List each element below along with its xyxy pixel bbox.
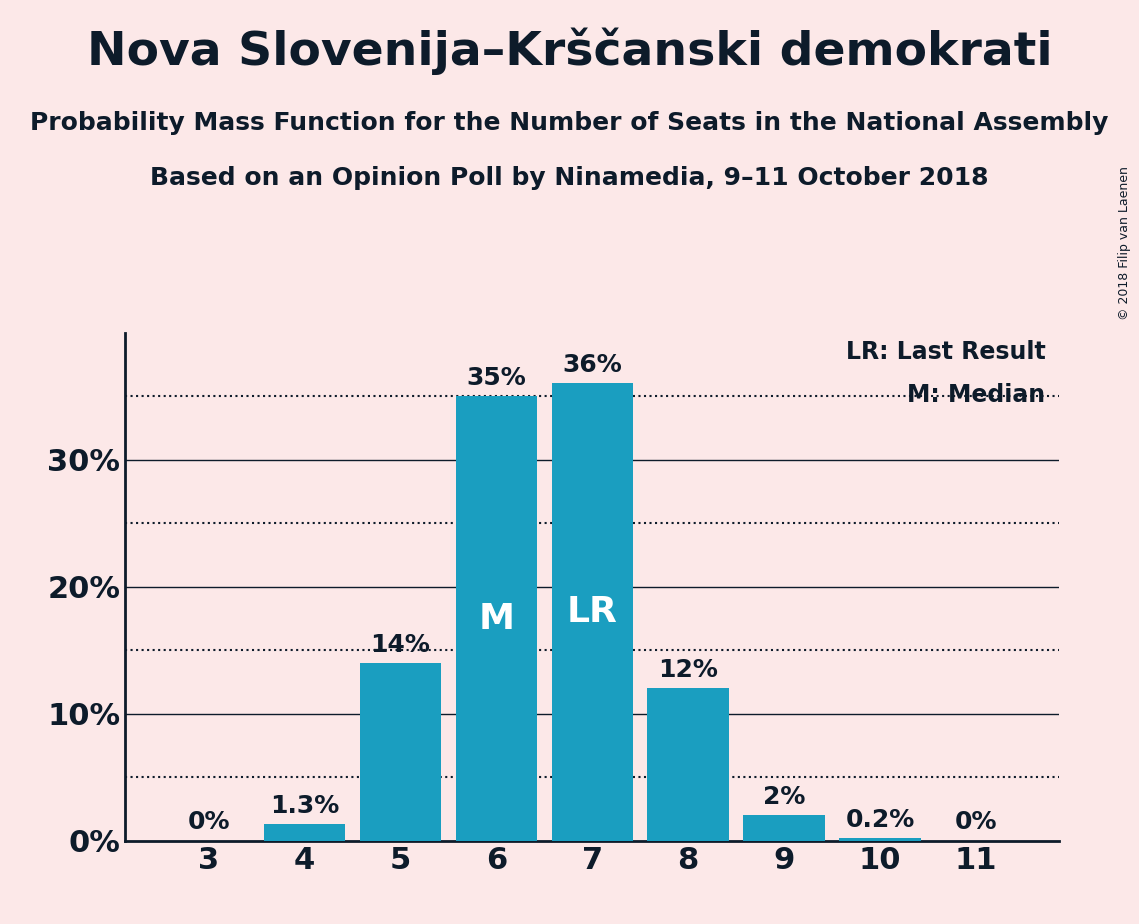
Text: 14%: 14% xyxy=(370,633,431,657)
Text: 36%: 36% xyxy=(563,353,622,377)
Bar xyxy=(551,383,633,841)
Text: M: Median: M: Median xyxy=(907,383,1046,407)
Text: Nova Slovenija–Krščanski demokrati: Nova Slovenija–Krščanski demokrati xyxy=(87,28,1052,75)
Text: 12%: 12% xyxy=(658,658,719,682)
Text: Probability Mass Function for the Number of Seats in the National Assembly: Probability Mass Function for the Number… xyxy=(31,111,1108,135)
Bar xyxy=(456,396,538,841)
Text: 35%: 35% xyxy=(467,366,526,390)
Text: 0%: 0% xyxy=(187,810,230,834)
Bar xyxy=(647,688,729,841)
Bar xyxy=(744,816,825,841)
Text: 1.3%: 1.3% xyxy=(270,794,339,818)
Bar xyxy=(839,838,920,841)
Text: LR: LR xyxy=(567,595,617,629)
Text: LR: Last Result: LR: Last Result xyxy=(845,340,1046,364)
Bar xyxy=(264,824,345,841)
Text: Based on an Opinion Poll by Ninamedia, 9–11 October 2018: Based on an Opinion Poll by Ninamedia, 9… xyxy=(150,166,989,190)
Text: 2%: 2% xyxy=(763,785,805,809)
Bar xyxy=(360,663,441,841)
Text: 0.2%: 0.2% xyxy=(845,808,915,832)
Text: 0%: 0% xyxy=(954,810,998,834)
Text: M: M xyxy=(478,602,515,636)
Text: © 2018 Filip van Laenen: © 2018 Filip van Laenen xyxy=(1118,166,1131,321)
